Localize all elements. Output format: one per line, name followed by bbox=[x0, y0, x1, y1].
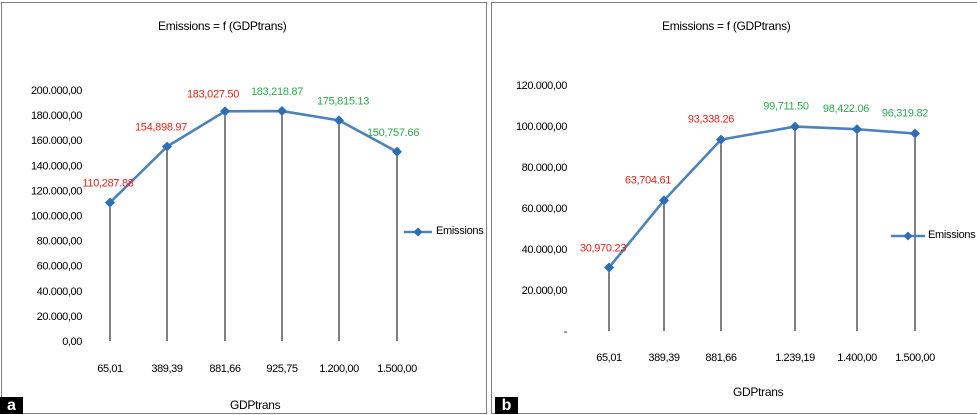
x-tick-label: 389,39 bbox=[151, 363, 183, 375]
data-label: 183,218.87 bbox=[251, 86, 303, 98]
x-tick-label: 389,39 bbox=[648, 352, 680, 364]
x-tick-label: 65,01 bbox=[97, 363, 123, 375]
y-tick-label: 60.000,00 bbox=[37, 261, 83, 273]
panel-label-b: b bbox=[495, 397, 518, 414]
x-tick-label: 925,75 bbox=[266, 363, 298, 375]
x-tick-label: 1.400,00 bbox=[837, 352, 877, 364]
data-label: 150,757.66 bbox=[367, 127, 419, 139]
y-tick-label: 160.000,00 bbox=[31, 135, 82, 147]
y-tick-label: 40.000,00 bbox=[522, 244, 568, 256]
series-line-emissions bbox=[607, 125, 916, 269]
data-point-marker bbox=[277, 106, 287, 117]
data-label: 183,027.50 bbox=[187, 88, 239, 100]
data-point-marker bbox=[220, 106, 230, 117]
legend-line-marker bbox=[404, 227, 432, 237]
y-tick-label: 80.000,00 bbox=[522, 162, 568, 174]
chart-title: Emissions = f (GDPtrans) bbox=[662, 19, 791, 33]
y-tick-label: - bbox=[564, 326, 568, 338]
x-tick-label: 65,01 bbox=[596, 352, 622, 364]
data-label: 154,898.97 bbox=[135, 122, 187, 134]
data-label: 63,704.61 bbox=[625, 174, 671, 186]
data-label: 110,287.88 bbox=[82, 178, 133, 190]
data-label: 93,338.26 bbox=[688, 114, 734, 126]
x-tick-label: 1.500,00 bbox=[895, 352, 935, 364]
x-axis-title: GDPtrans bbox=[230, 398, 281, 412]
y-tick-label: 20.000,00 bbox=[522, 285, 568, 297]
y-tick-label: 20.000,00 bbox=[37, 311, 83, 323]
legend: Emissions bbox=[890, 229, 977, 243]
y-tick-label: 120.000,00 bbox=[516, 80, 567, 92]
x-tick-label: 1.239,19 bbox=[775, 352, 815, 364]
legend: Emissions bbox=[403, 225, 488, 239]
x-tick-label: 881,66 bbox=[705, 352, 737, 364]
y-tick-label: 180.000,00 bbox=[31, 110, 82, 122]
y-tick-label: 140.000,00 bbox=[31, 160, 82, 172]
y-tick-label: 120.000,00 bbox=[31, 185, 82, 197]
data-point-marker bbox=[790, 121, 800, 132]
y-tick-label: 200.000,00 bbox=[31, 85, 82, 97]
data-label: 30,970.23 bbox=[580, 243, 626, 255]
data-label: 98,422.06 bbox=[823, 103, 869, 115]
data-label: 99,711.50 bbox=[763, 101, 809, 113]
x-axis-title: GDPtrans bbox=[733, 385, 784, 399]
chart-title: Emissions = f (GDPtrans) bbox=[158, 19, 287, 33]
data-point-marker bbox=[392, 146, 402, 157]
legend-line-marker bbox=[891, 231, 925, 241]
data-point-marker bbox=[162, 141, 172, 152]
chart-plot-b: - 20.000,00 40.000,00 60.000,00 80.000,00 100… bbox=[516, 80, 936, 364]
data-point-marker bbox=[105, 197, 115, 208]
y-tick-label: 100.000,00 bbox=[31, 211, 82, 223]
data-point-marker bbox=[659, 195, 669, 206]
legend-label: Emissions bbox=[436, 225, 484, 237]
y-tick-label: 60.000,00 bbox=[522, 203, 568, 215]
series-line-emissions bbox=[109, 109, 398, 204]
chart-panel-b: Emissions = f (GDPtrans) - 20.000,00 40.00… bbox=[489, 0, 977, 414]
data-point-marker bbox=[716, 134, 726, 145]
y-tick-label: 0,00 bbox=[62, 336, 82, 348]
data-label: 175,815.13 bbox=[317, 95, 369, 107]
x-tick-label: 1.500,00 bbox=[377, 363, 417, 375]
data-point-marker bbox=[604, 262, 614, 273]
data-point-marker bbox=[852, 124, 862, 135]
legend-label: Emissions bbox=[928, 229, 976, 241]
chart-panel-a: Emissions = f (GDPtrans) 0,00 20.000,00 40… bbox=[0, 0, 488, 414]
data-point-marker bbox=[334, 115, 344, 126]
data-label: 96,319.82 bbox=[882, 108, 928, 120]
x-tick-label: 1.200,00 bbox=[319, 363, 359, 375]
y-tick-label: 100.000,00 bbox=[516, 121, 567, 133]
y-tick-label: 40.000,00 bbox=[37, 286, 83, 298]
x-tick-label: 881,66 bbox=[209, 363, 241, 375]
data-point-marker bbox=[910, 128, 920, 139]
panel-label-a: a bbox=[0, 397, 23, 414]
chart-plot-a: 0,00 20.000,00 40.000,00 60.000,00 80.000,00… bbox=[31, 85, 420, 375]
y-tick-label: 80.000,00 bbox=[37, 236, 83, 248]
